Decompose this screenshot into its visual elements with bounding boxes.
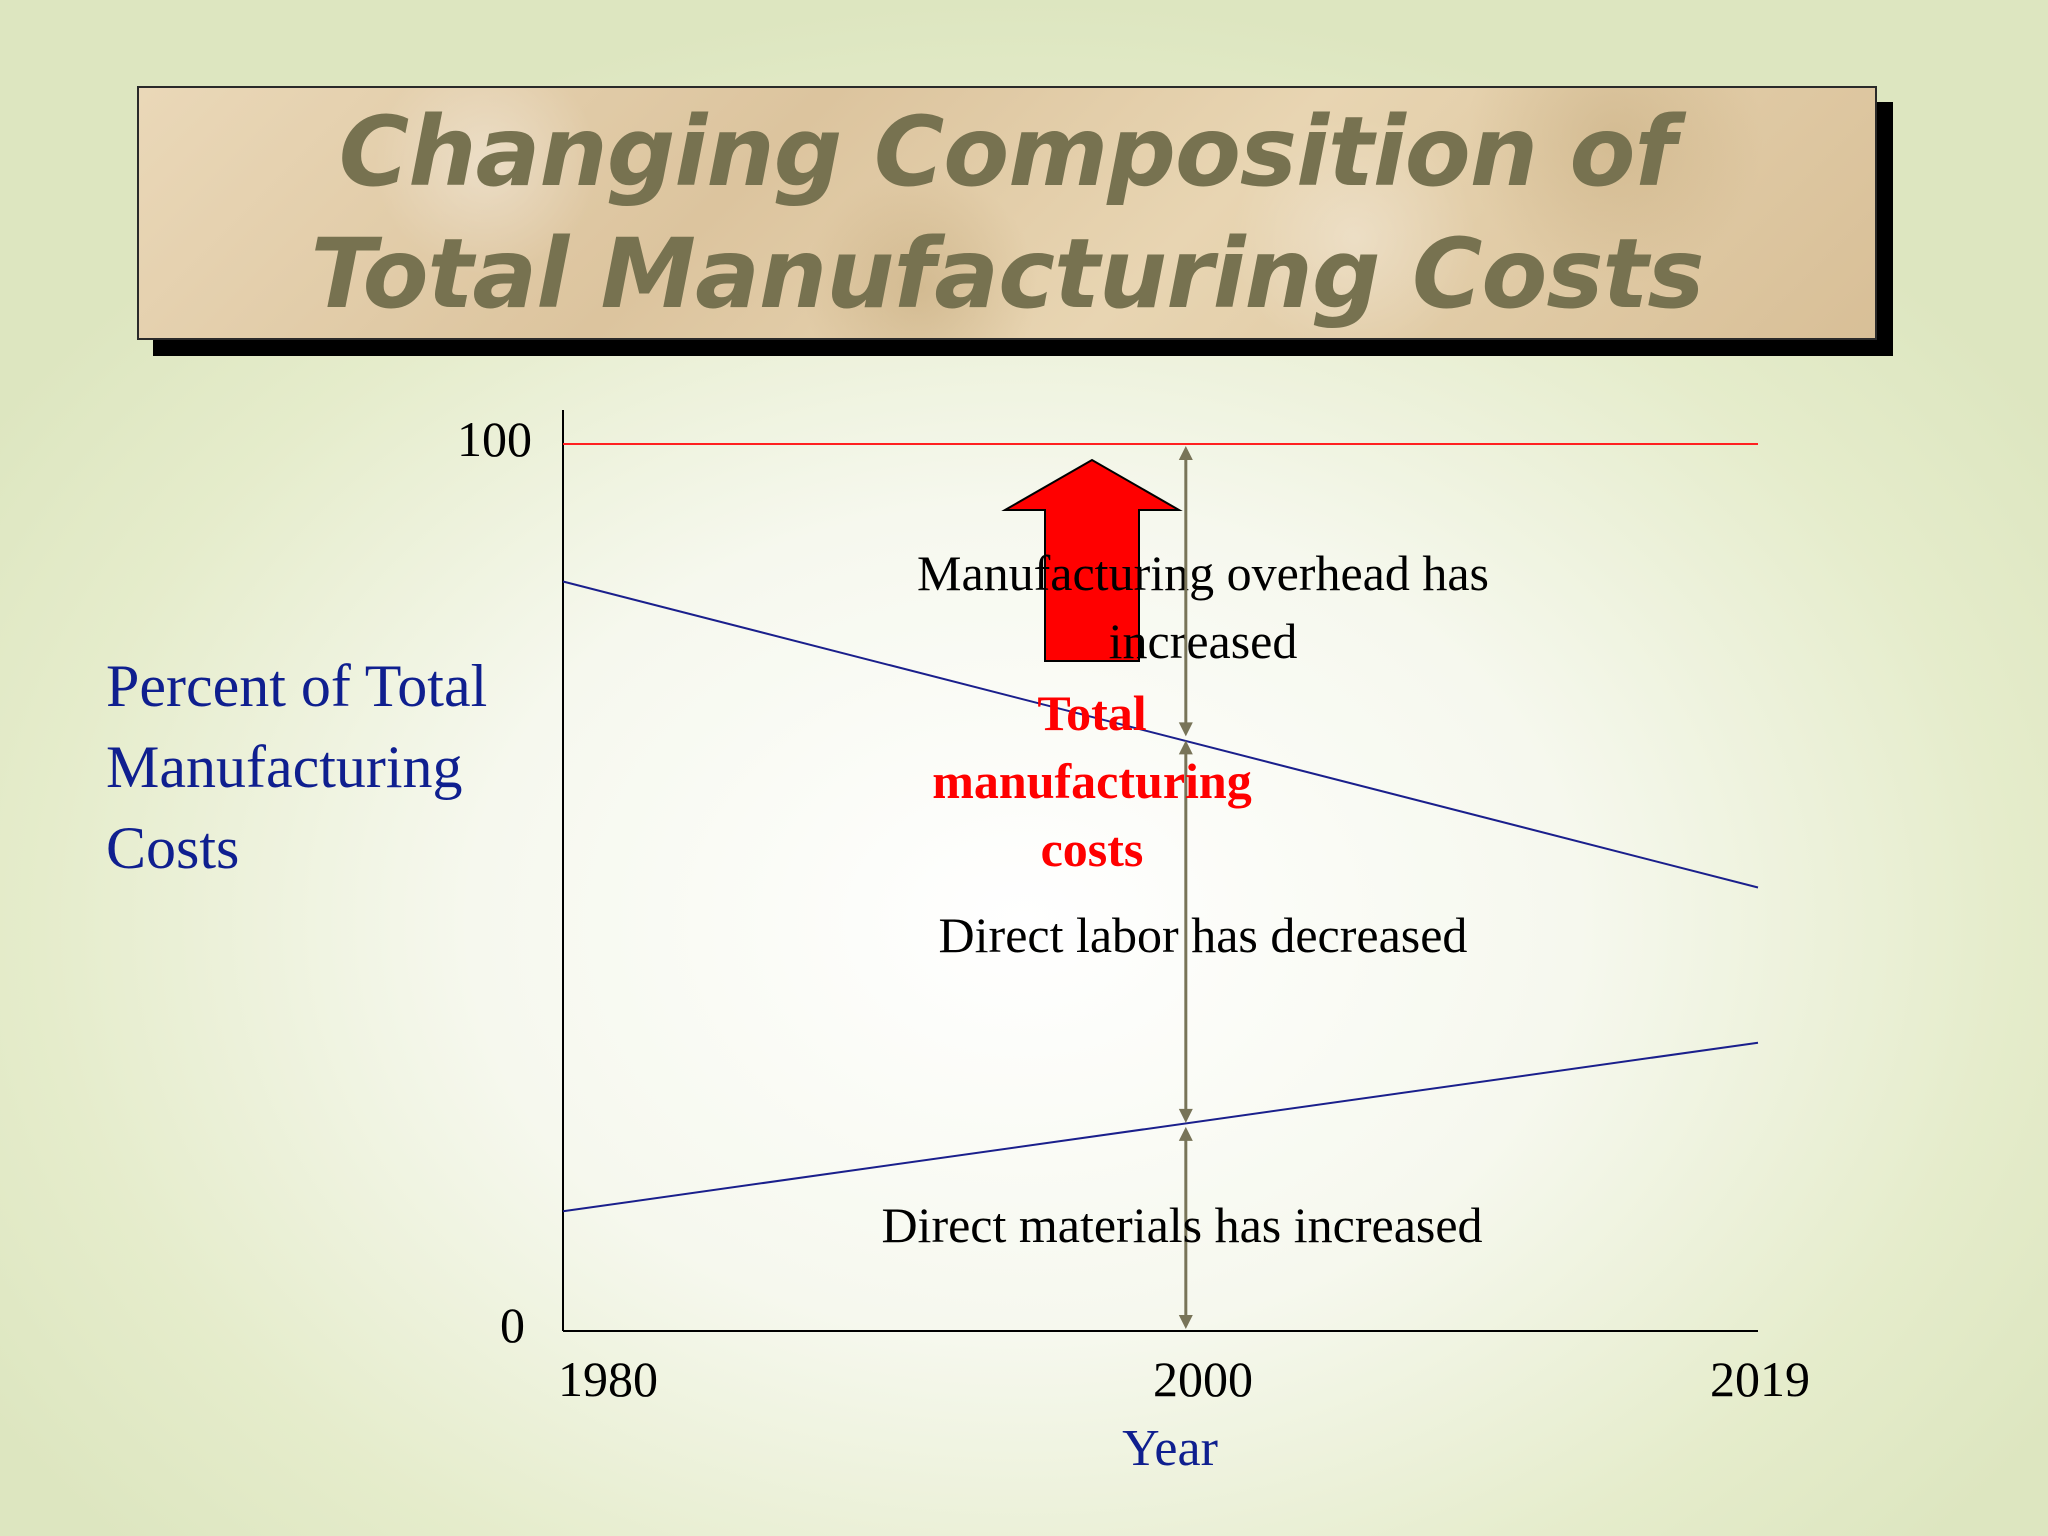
y-tick-label: 100 [457, 411, 532, 467]
x-tick-label: 2000 [1153, 1351, 1253, 1407]
bracket-arrowhead-up [1178, 740, 1193, 755]
title-banner: Changing Composition of Total Manufactur… [137, 86, 1877, 340]
x-tick-label: 2019 [1710, 1351, 1810, 1407]
direct-labor-annotation: Direct labor has decreased [939, 907, 1468, 963]
title-line-1: Changing Composition of [338, 96, 1676, 208]
x-tick-label: 1980 [558, 1351, 658, 1407]
y-axis-label-line: Costs [106, 815, 239, 881]
y-tick-label: 0 [500, 1297, 525, 1353]
up-arrow-icon [1001, 458, 1183, 662]
direct-materials-annotation: Direct materials has increased [881, 1197, 1482, 1253]
bracket-arrowhead-up [1178, 446, 1193, 460]
overhead-annotation-line: increased [1109, 613, 1298, 669]
bracket-arrowhead-down [1178, 1315, 1193, 1329]
y-axis-label-line: Manufacturing [106, 734, 463, 800]
direct-labor-line [562, 580, 1759, 889]
bracket-arrowhead-down [1178, 1108, 1193, 1123]
total-costs-annotation-line: Total [1037, 685, 1146, 741]
direct-materials-line [562, 1041, 1759, 1213]
bracket-arrowhead-down [1178, 722, 1193, 737]
total-costs-annotation-line: costs [1041, 821, 1144, 877]
bracket-arrowheads [1178, 446, 1193, 1329]
bracket-arrowhead-up [1178, 1126, 1193, 1141]
total-costs-annotation-line: manufacturing [932, 753, 1251, 809]
overhead-annotation-line: Manufacturing overhead has [917, 545, 1489, 601]
y-axis-label-line: Percent of Total [106, 653, 487, 719]
title-line-2: Total Manufacturing Costs [310, 218, 1704, 330]
x-axis-label: Year [1122, 1420, 1218, 1477]
